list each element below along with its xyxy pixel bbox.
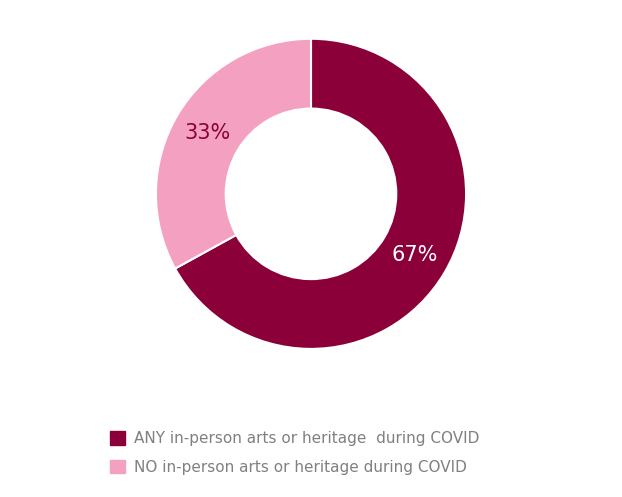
Text: 33%: 33% — [185, 123, 231, 143]
Wedge shape — [175, 39, 466, 349]
Legend: ANY in-person arts or heritage  during COVID, NO in-person arts or heritage duri: ANY in-person arts or heritage during CO… — [105, 426, 485, 480]
Wedge shape — [156, 39, 311, 268]
Text: 67%: 67% — [391, 245, 438, 265]
